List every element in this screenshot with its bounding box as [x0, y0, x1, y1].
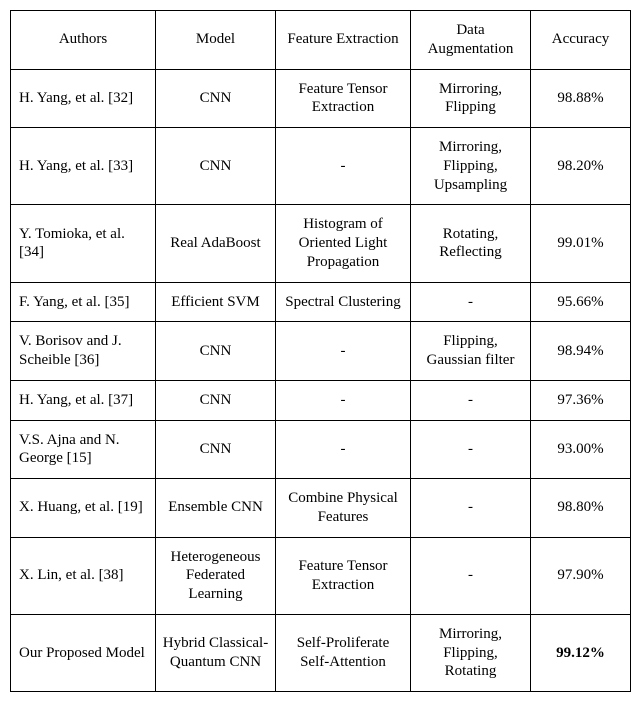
cell-accuracy: 98.88% — [531, 69, 631, 128]
col-header-model: Model — [156, 11, 276, 70]
cell-feature: Self-Proliferate Self-Attention — [276, 614, 411, 691]
cell-feature: Spectral Clustering — [276, 282, 411, 322]
col-header-aug: Data Augmentation — [411, 11, 531, 70]
cell-accuracy: 99.12% — [531, 614, 631, 691]
table-row: H. Yang, et al. [32]CNNFeature Tensor Ex… — [11, 69, 631, 128]
table-row: Our Proposed ModelHybrid Classical-Quant… — [11, 614, 631, 691]
cell-accuracy: 95.66% — [531, 282, 631, 322]
cell-authors: H. Yang, et al. [32] — [11, 69, 156, 128]
cell-aug: Mirroring, Flipping, Upsampling — [411, 128, 531, 205]
table-row: V.S. Ajna and N. George [15]CNN--93.00% — [11, 420, 631, 479]
col-header-authors: Authors — [11, 11, 156, 70]
table-row: X. Huang, et al. [19]Ensemble CNNCombine… — [11, 479, 631, 538]
cell-authors: Y. Tomioka, et al. [34] — [11, 205, 156, 282]
cell-model: CNN — [156, 69, 276, 128]
cell-authors: X. Lin, et al. [38] — [11, 537, 156, 614]
cell-authors: X. Huang, et al. [19] — [11, 479, 156, 538]
cell-authors: F. Yang, et al. [35] — [11, 282, 156, 322]
cell-feature: Feature Tensor Extraction — [276, 69, 411, 128]
col-header-feature: Feature Extraction — [276, 11, 411, 70]
cell-model: CNN — [156, 322, 276, 381]
cell-accuracy: 97.90% — [531, 537, 631, 614]
table-body: H. Yang, et al. [32]CNNFeature Tensor Ex… — [11, 69, 631, 692]
table-row: X. Lin, et al. [38]Heterogeneous Federat… — [11, 537, 631, 614]
cell-model: Ensemble CNN — [156, 479, 276, 538]
cell-authors: Our Proposed Model — [11, 614, 156, 691]
col-header-acc: Accuracy — [531, 11, 631, 70]
cell-accuracy: 97.36% — [531, 380, 631, 420]
cell-authors: H. Yang, et al. [33] — [11, 128, 156, 205]
comparison-table: Authors Model Feature Extraction Data Au… — [10, 10, 631, 692]
cell-authors: V.S. Ajna and N. George [15] — [11, 420, 156, 479]
table-row: Y. Tomioka, et al. [34]Real AdaBoostHist… — [11, 205, 631, 282]
cell-model: Efficient SVM — [156, 282, 276, 322]
table-row: V. Borisov and J. Scheible [36]CNN-Flipp… — [11, 322, 631, 381]
cell-model: CNN — [156, 420, 276, 479]
table-row: H. Yang, et al. [33]CNN-Mirroring, Flipp… — [11, 128, 631, 205]
cell-feature: Histogram of Oriented Light Propagation — [276, 205, 411, 282]
cell-aug: - — [411, 420, 531, 479]
cell-feature: Combine Physical Features — [276, 479, 411, 538]
cell-aug: Rotating, Reflecting — [411, 205, 531, 282]
cell-accuracy: 93.00% — [531, 420, 631, 479]
table-header: Authors Model Feature Extraction Data Au… — [11, 11, 631, 70]
table-row: H. Yang, et al. [37]CNN--97.36% — [11, 380, 631, 420]
cell-aug: - — [411, 537, 531, 614]
cell-model: CNN — [156, 380, 276, 420]
cell-accuracy: 99.01% — [531, 205, 631, 282]
cell-aug: Mirroring, Flipping — [411, 69, 531, 128]
cell-model: Heterogeneous Federated Learning — [156, 537, 276, 614]
cell-feature: Feature Tensor Extraction — [276, 537, 411, 614]
cell-aug: - — [411, 282, 531, 322]
cell-aug: Flipping, Gaussian filter — [411, 322, 531, 381]
cell-authors: V. Borisov and J. Scheible [36] — [11, 322, 156, 381]
cell-aug: Mirroring, Flipping, Rotating — [411, 614, 531, 691]
cell-feature: - — [276, 420, 411, 479]
cell-model: CNN — [156, 128, 276, 205]
cell-aug: - — [411, 380, 531, 420]
cell-accuracy: 98.20% — [531, 128, 631, 205]
cell-model: Real AdaBoost — [156, 205, 276, 282]
cell-feature: - — [276, 128, 411, 205]
table-row: F. Yang, et al. [35]Efficient SVMSpectra… — [11, 282, 631, 322]
cell-feature: - — [276, 322, 411, 381]
cell-model: Hybrid Classical-Quantum CNN — [156, 614, 276, 691]
cell-accuracy: 98.80% — [531, 479, 631, 538]
cell-feature: - — [276, 380, 411, 420]
cell-aug: - — [411, 479, 531, 538]
cell-authors: H. Yang, et al. [37] — [11, 380, 156, 420]
cell-accuracy: 98.94% — [531, 322, 631, 381]
